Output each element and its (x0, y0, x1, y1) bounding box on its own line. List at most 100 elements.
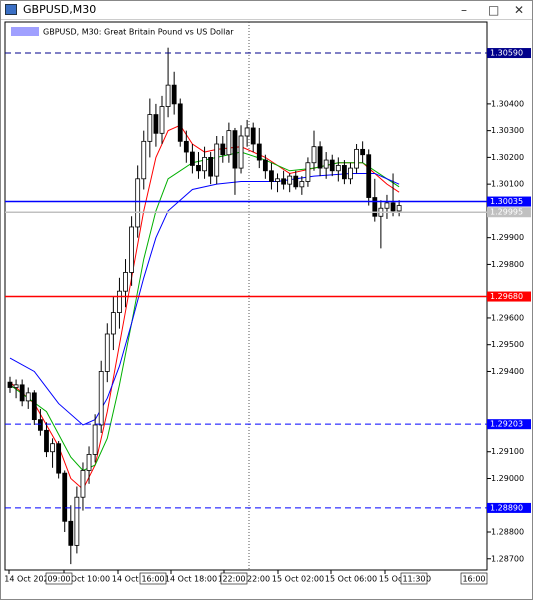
time-marker-box (460, 572, 488, 585)
candle-body (141, 140, 147, 180)
price-level-label: 1.29203 (490, 420, 523, 429)
moving-average (9, 172, 400, 426)
candle-body (208, 156, 214, 177)
candle-body (299, 181, 305, 188)
candle-body (19, 384, 25, 402)
time-marker-box (400, 572, 428, 585)
time-marker: 11:30 (402, 575, 425, 584)
candle-body (50, 443, 55, 453)
candle-body (305, 162, 311, 182)
x-tick-label: 14 Oct 18:00 (165, 575, 217, 584)
price-level-tag (487, 48, 531, 59)
time-marker: 22:00 (222, 575, 245, 584)
y-tick-label: 1.30100 (491, 180, 524, 189)
time-marker: 16:00 (462, 575, 485, 584)
x-tick-label: 15 Oct 06:00 (325, 575, 377, 584)
price-level-label: 1.29995 (490, 208, 523, 217)
y-tick-label: 1.28700 (491, 554, 524, 563)
candle-body (98, 371, 104, 426)
candle-body (56, 443, 62, 474)
candle-body (341, 165, 347, 180)
candle-body (335, 165, 341, 172)
price-level-label: 1.28890 (490, 503, 523, 512)
candle-body (372, 197, 378, 217)
candle-body (44, 429, 49, 453)
y-tick-label: 1.29400 (491, 367, 524, 376)
app-icon (5, 4, 17, 15)
candle-body (244, 127, 250, 137)
y-tick-label: 1.29900 (491, 233, 524, 242)
candle-body (129, 226, 135, 273)
x-tick-label: 15 Oct 02:00 (272, 575, 324, 584)
candle-body (396, 205, 402, 212)
price-level-label: 1.30035 (490, 197, 523, 206)
candle-body (317, 146, 323, 169)
candle-body (13, 384, 19, 388)
maximize-button[interactable]: □ (488, 3, 500, 17)
candle-body (214, 143, 220, 177)
candle-body (202, 156, 207, 172)
candle-body (281, 178, 287, 185)
y-tick-label: 1.29600 (491, 313, 524, 322)
candle-body (117, 290, 122, 313)
price-level-label: 1.30590 (490, 49, 523, 58)
candle-body (38, 419, 43, 431)
x-tick-label: 14 Oct 10:00 (58, 575, 110, 584)
candle-body (165, 84, 171, 107)
candle-body (25, 392, 31, 402)
time-marker-box (220, 572, 248, 585)
y-tick-label: 1.30200 (491, 153, 524, 162)
candle-body (329, 159, 335, 172)
candle-body (104, 333, 110, 372)
x-tick-label: 14 Oct 14:00 (112, 575, 164, 584)
candle-body (147, 114, 153, 142)
time-marker-box (139, 572, 167, 585)
candle-body (311, 146, 317, 164)
candle-body (293, 175, 299, 188)
candle-body (238, 135, 244, 169)
price-level-label: 1.29680 (490, 292, 523, 301)
candle-body (360, 148, 366, 156)
candle-body (323, 159, 329, 169)
time-marker: 16:00 (141, 575, 164, 584)
y-tick-label: 1.29800 (491, 260, 524, 269)
y-tick-label: 1.28800 (491, 528, 524, 537)
candle-body (366, 154, 372, 198)
candle-body (135, 178, 141, 228)
candle-body (68, 520, 74, 546)
candle-body (7, 381, 13, 388)
candle-body (31, 392, 37, 421)
candle-body (159, 106, 165, 134)
candle-body (220, 143, 226, 156)
price-level-tag (487, 419, 531, 430)
candle-body (256, 143, 262, 161)
candle-body (269, 170, 274, 182)
time-marker-box (45, 572, 73, 585)
y-tick-label: 1.30300 (491, 126, 524, 135)
candle-body (86, 454, 92, 471)
price-level-tag (487, 502, 531, 513)
candle-body (275, 178, 280, 182)
candle-body (384, 202, 390, 209)
chart-title: GBPUSD, M30: Great Britain Pound vs US D… (43, 28, 234, 37)
candle-body (153, 114, 159, 134)
candle-body (348, 167, 353, 180)
y-tick-label: 1.30400 (491, 99, 524, 108)
candle-body (62, 472, 68, 522)
close-button[interactable]: ✕ (514, 3, 525, 17)
price-level-tag (487, 207, 531, 218)
chart: GBPUSD, M30: Great Britain Pound vs US D… (4, 21, 531, 585)
candle-body (354, 148, 359, 169)
price-level-tag (487, 291, 531, 302)
candle-body (189, 151, 195, 166)
candle-body (226, 130, 232, 156)
minimize-button[interactable]: – (461, 3, 467, 17)
y-tick-label: 1.29500 (491, 340, 524, 349)
candle-body (92, 424, 98, 455)
candle-body (183, 140, 189, 153)
title-bar: GBPUSD,M30 – □ ✕ (1, 1, 532, 20)
candle-body (196, 165, 201, 172)
candle-body (232, 130, 238, 169)
price-level-tag (487, 196, 531, 207)
